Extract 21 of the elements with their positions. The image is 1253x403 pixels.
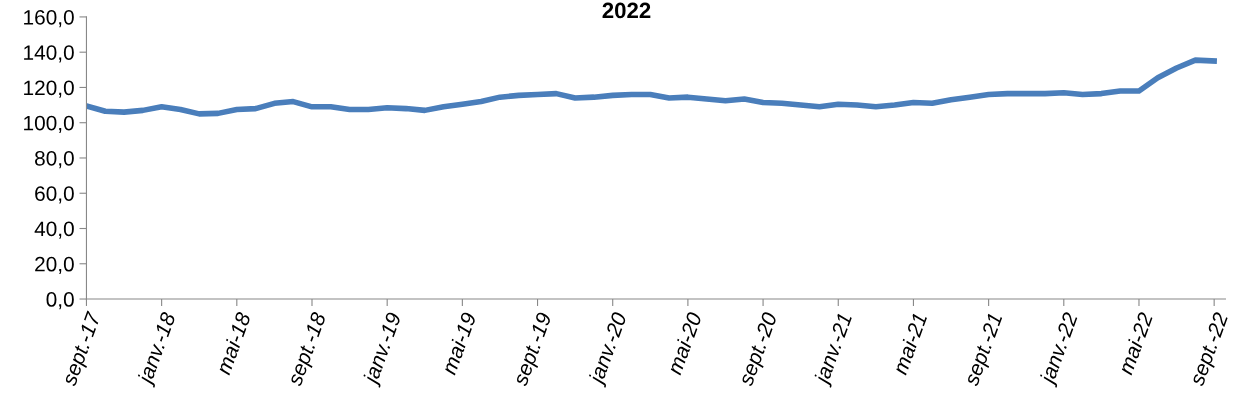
x-tick-label: sept.-19 bbox=[512, 311, 556, 389]
y-tick-label: 100,0 bbox=[24, 115, 74, 133]
x-tick-label: mai-18 bbox=[215, 310, 252, 376]
y-tick-label: 60,0 bbox=[35, 186, 74, 204]
x-tick-label: sept.-17 bbox=[61, 310, 105, 389]
y-tick-label: 120,0 bbox=[24, 80, 74, 98]
x-tick-label: mai-22 bbox=[1117, 311, 1154, 376]
y-tick-label: 160,0 bbox=[24, 9, 74, 28]
x-tick-label: mai-21 bbox=[891, 312, 928, 376]
y-tick-label: 140,0 bbox=[24, 45, 74, 63]
y-tick-label: 20,0 bbox=[35, 256, 74, 274]
x-tick-label: sept.-18 bbox=[286, 311, 331, 389]
y-tick-label: 40,0 bbox=[34, 221, 74, 239]
x-tick-label: mai-19 bbox=[440, 311, 477, 376]
x-tick-label: sept.-22 bbox=[1188, 311, 1233, 389]
chart-title: 2022 bbox=[602, 2, 651, 19]
x-tick-label: mai-20 bbox=[666, 310, 703, 376]
x-tick-label: sept.-21 bbox=[963, 312, 1007, 389]
x-tick-label: sept.-20 bbox=[737, 311, 782, 389]
y-tick-label: 0,0 bbox=[46, 292, 74, 310]
y-tick-label: 80,0 bbox=[35, 150, 74, 169]
